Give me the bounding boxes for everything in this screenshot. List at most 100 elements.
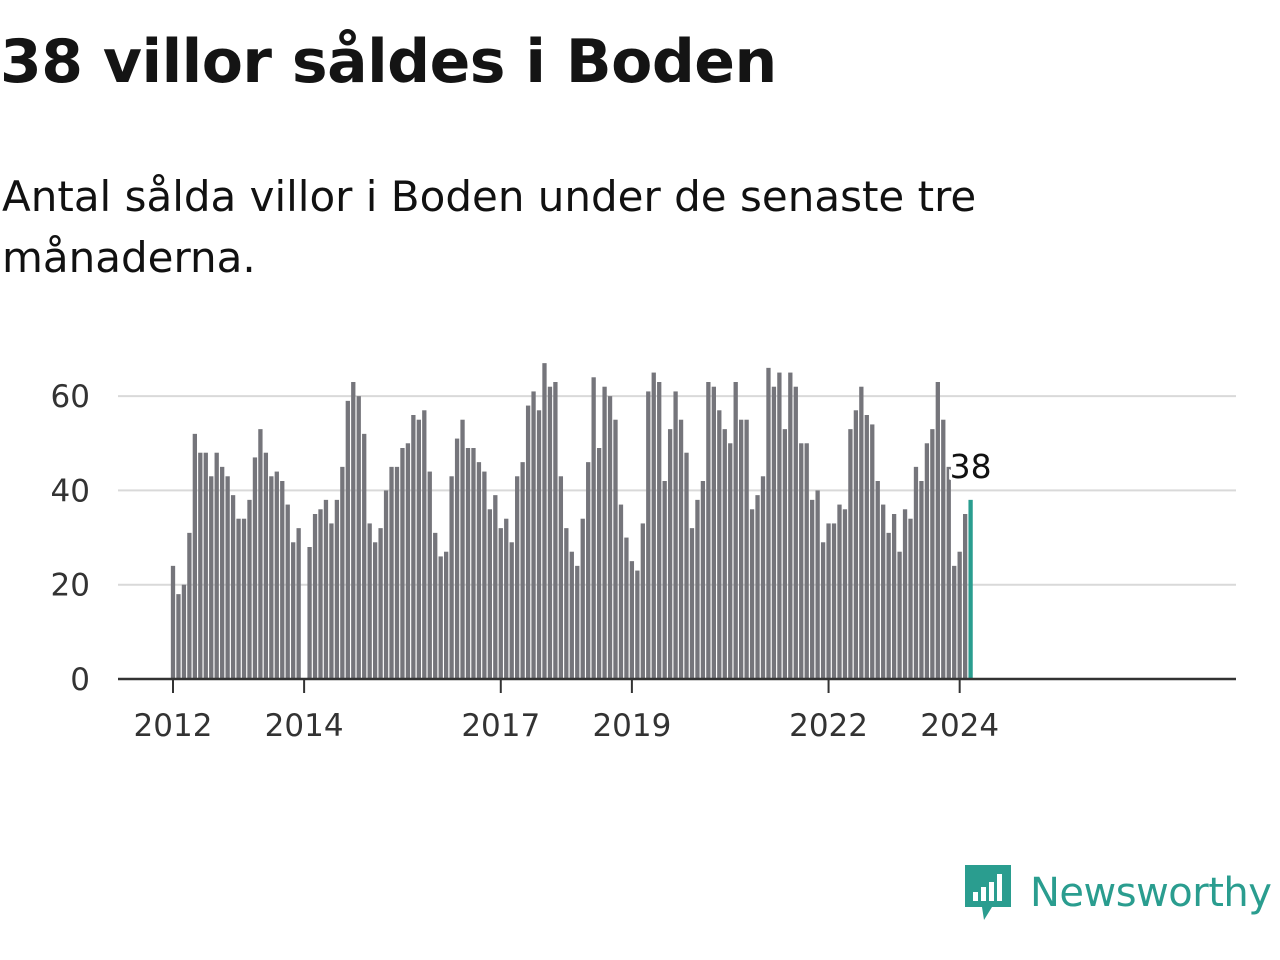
bar	[504, 518, 509, 679]
bar	[465, 448, 471, 679]
bar	[296, 528, 301, 679]
bar	[640, 523, 645, 679]
bar	[941, 419, 946, 679]
bar	[946, 466, 951, 679]
bar	[367, 523, 372, 679]
bar	[657, 382, 662, 679]
bar	[515, 476, 520, 679]
bar	[263, 452, 269, 679]
label-layer: 0 20 40 60 2012 2014 2017 2019 2022 2024 38	[51, 379, 1000, 744]
bar	[433, 532, 438, 679]
bar	[924, 443, 930, 679]
bar	[285, 504, 290, 679]
bar	[209, 476, 214, 679]
x-tick-label: 2014	[265, 708, 344, 744]
bar-layer	[170, 363, 973, 679]
bar	[777, 372, 782, 679]
bar	[815, 490, 820, 679]
bar	[935, 382, 940, 679]
bar	[962, 514, 968, 679]
bar	[596, 448, 602, 679]
bar	[449, 476, 454, 679]
bar	[793, 386, 798, 679]
bar	[684, 452, 689, 679]
bar	[509, 542, 514, 679]
bar	[613, 419, 618, 679]
bar	[558, 476, 564, 679]
bar	[646, 391, 651, 679]
bar	[329, 523, 334, 679]
bar	[864, 415, 869, 679]
bar	[766, 367, 771, 679]
bar	[913, 466, 919, 679]
bar	[383, 490, 389, 679]
bar	[181, 584, 187, 679]
bar	[411, 415, 416, 679]
bar	[629, 561, 635, 679]
y-tick-label: 60	[51, 379, 90, 415]
bar	[525, 405, 531, 679]
x-tick-label: 2012	[134, 708, 213, 744]
bar	[870, 424, 875, 679]
bar	[848, 429, 853, 679]
bar	[340, 466, 345, 679]
bar	[280, 481, 285, 679]
bar	[247, 499, 252, 679]
bar	[662, 481, 667, 679]
bar	[405, 443, 411, 679]
bar	[536, 410, 542, 679]
bar	[919, 481, 924, 679]
bar	[542, 363, 547, 679]
bar	[493, 495, 498, 679]
bar	[482, 471, 487, 679]
bar	[908, 518, 913, 679]
bar	[225, 476, 230, 679]
bar	[389, 466, 394, 679]
bar	[241, 518, 247, 679]
bar	[269, 476, 274, 679]
bar	[728, 443, 733, 679]
bar	[569, 551, 574, 679]
bar	[192, 433, 197, 679]
bar	[952, 565, 957, 679]
x-tick-label: 2017	[461, 708, 540, 744]
bar-chart-speech-icon	[965, 865, 1011, 920]
bar	[744, 419, 749, 679]
bar	[580, 518, 585, 679]
y-tick-label: 40	[51, 473, 90, 509]
bar	[170, 565, 176, 679]
x-tick-label: 2024	[920, 708, 999, 744]
bar	[886, 532, 891, 679]
bar	[760, 476, 766, 679]
bar	[362, 433, 367, 679]
bar	[214, 452, 219, 679]
bar	[520, 462, 525, 679]
bar	[957, 551, 962, 679]
bar	[586, 462, 591, 679]
bar	[706, 382, 711, 679]
bar	[602, 386, 607, 679]
bar	[859, 386, 864, 679]
bar	[771, 386, 777, 679]
x-tick-label: 2019	[592, 708, 671, 744]
bar	[318, 509, 323, 679]
bar	[875, 481, 880, 679]
bar	[531, 391, 536, 679]
bar	[749, 509, 755, 679]
bar	[378, 528, 383, 679]
bar	[820, 542, 826, 679]
brand-name: Newsworthy	[1030, 870, 1272, 916]
bar	[651, 372, 656, 679]
bar	[837, 504, 842, 679]
bar	[930, 429, 935, 679]
bar	[351, 382, 356, 679]
bar	[733, 382, 738, 679]
bar-chart: 0 20 40 60 2012 2014 2017 2019 2022 2024 38	[51, 363, 1236, 744]
bar	[291, 542, 296, 679]
bar	[575, 565, 580, 679]
bar	[454, 438, 460, 679]
bar	[438, 556, 443, 679]
bar	[312, 514, 318, 679]
bar	[323, 499, 329, 679]
bar	[203, 452, 208, 679]
